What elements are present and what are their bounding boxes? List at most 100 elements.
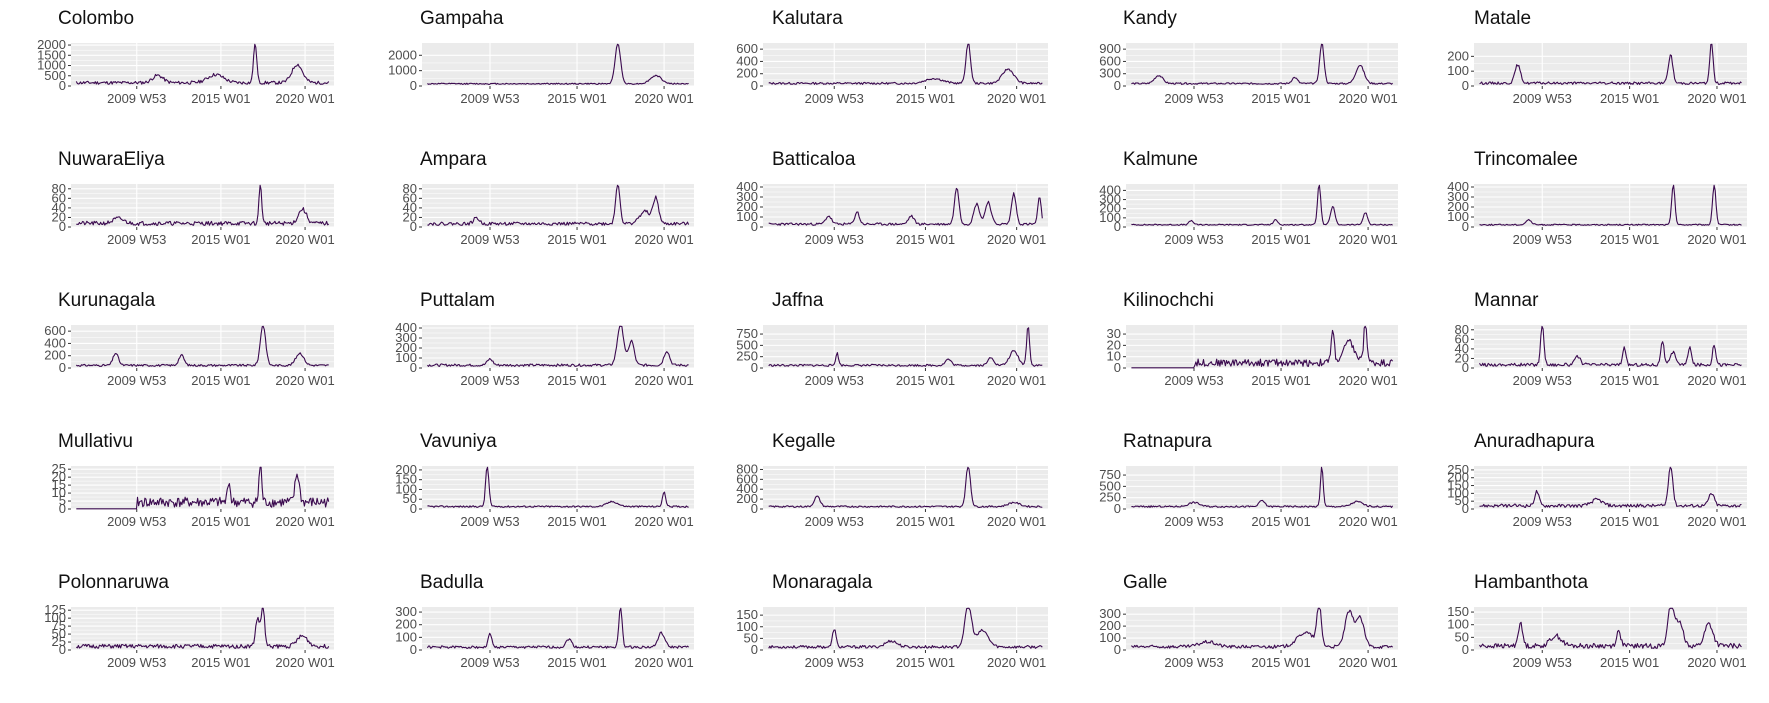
y-tick-label: 0 (410, 219, 417, 234)
plot-background (763, 607, 1048, 650)
series-line (427, 466, 689, 508)
x-tick-label: 2015 W01 (547, 514, 606, 529)
y-tick-label: 250 (1447, 462, 1469, 477)
y-tick-label: 200 (395, 340, 417, 355)
series-line (768, 327, 1043, 367)
x-tick-label: 2020 W01 (1338, 655, 1397, 670)
y-tick-label: 0 (59, 219, 66, 234)
series-line (768, 43, 1043, 85)
y-tick-label: 20 (52, 469, 66, 484)
chart-title: Trincomalee (1474, 149, 1578, 170)
y-tick-label: 500 (1099, 478, 1121, 493)
y-tick-label: 200 (1447, 48, 1469, 63)
x-tick-label: 2020 W01 (1687, 514, 1746, 529)
y-tick-label: 0 (1114, 501, 1121, 516)
x-tick-label: 2009 W53 (1164, 232, 1223, 247)
x-tick-label: 2009 W53 (1164, 514, 1223, 529)
chart-title: Mullativu (58, 431, 133, 452)
y-tick-label: 400 (1099, 182, 1121, 197)
y-tick-label: 0 (410, 501, 417, 516)
chart-panel-vavuniya: Vavuniya 0 50 100 150 200 2009 W53 2015 W01 2020… (353, 423, 706, 562)
y-tick-label: 300 (1099, 606, 1121, 621)
plot-background (1474, 43, 1747, 86)
chart-title: Matale (1474, 8, 1532, 29)
chart-title: Vavuniya (420, 431, 497, 452)
y-tick-label: 200 (736, 66, 758, 81)
series-line (1479, 607, 1742, 649)
y-tick-label: 100 (44, 610, 66, 625)
chart-title: Galle (1123, 572, 1168, 593)
series-line (1131, 184, 1393, 226)
series-line (1131, 43, 1393, 85)
y-tick-label: 500 (44, 68, 66, 83)
chart-panel-kandy: Kandy 0 300 600 900 2009 W53 2015 W01 2020 W01 (1059, 0, 1412, 139)
chart-panel-kilinochchi: Kilinochchi 0 10 20 30 2009 W53 2015 W01 2020 W… (1059, 282, 1412, 421)
x-tick-label: 2020 W01 (987, 91, 1046, 106)
x-tick-label: 2009 W53 (1164, 373, 1223, 388)
plot-background (1126, 607, 1398, 650)
x-tick-label: 2020 W01 (634, 91, 693, 106)
series-line (75, 325, 329, 367)
y-tick-label: 80 (403, 181, 417, 196)
plot-background (763, 184, 1048, 227)
y-tick-label: 50 (52, 626, 66, 641)
x-tick-label: 2015 W01 (1600, 232, 1659, 247)
y-tick-label: 40 (1455, 341, 1469, 356)
x-tick-label: 2015 W01 (547, 91, 606, 106)
x-tick-label: 2009 W53 (1513, 514, 1572, 529)
chart-title: Ratnapura (1123, 431, 1212, 452)
y-tick-label: 600 (1099, 53, 1121, 68)
series-line (1479, 184, 1742, 226)
y-tick-label: 125 (44, 602, 66, 617)
chart-title: Ampara (420, 149, 487, 170)
series-line (768, 466, 1043, 508)
plot-background (1474, 184, 1747, 227)
y-tick-label: 25 (52, 634, 66, 649)
y-tick-label: 60 (403, 190, 417, 205)
x-tick-label: 2015 W01 (1600, 373, 1659, 388)
x-tick-label: 2015 W01 (191, 232, 250, 247)
x-tick-label: 2020 W01 (634, 373, 693, 388)
x-tick-label: 2009 W53 (107, 373, 166, 388)
x-tick-label: 2015 W01 (896, 655, 955, 670)
chart-panel-monaragala: Monaragala 0 50 100 150 2009 W53 2015 W01 2020 … (706, 564, 1059, 703)
chart-panel-mannar: Mannar 0 20 40 60 80 2009 W53 2015 W01 2020 W01 (1412, 282, 1765, 421)
x-tick-label: 2015 W01 (896, 232, 955, 247)
x-tick-label: 2020 W01 (1687, 232, 1746, 247)
chart-panel-jaffna: Jaffna 0 250 500 750 2009 W53 2015 W01 2020 W01 (706, 282, 1059, 421)
y-tick-label: 100 (1099, 630, 1121, 645)
series-line (426, 325, 689, 367)
chart-panel-hambanthota: Hambanthota 0 50 100 150 2009 W53 2015 W01 2020… (1412, 564, 1765, 703)
y-tick-label: 300 (395, 330, 417, 345)
series-line (426, 607, 689, 649)
series-line (427, 43, 689, 85)
x-tick-label: 2009 W53 (1513, 232, 1572, 247)
plot-background (1126, 466, 1398, 509)
chart-panel-ampara: Ampara 0 20 40 60 80 2009 W53 2015 W01 2020 W01 (353, 141, 706, 280)
y-tick-label: 0 (751, 642, 758, 657)
y-tick-label: 0 (1114, 78, 1121, 93)
x-tick-label: 2020 W01 (275, 373, 334, 388)
y-tick-label: 0 (1462, 360, 1469, 375)
x-tick-label: 2009 W53 (1513, 655, 1572, 670)
y-tick-label: 25 (52, 461, 66, 476)
y-tick-label: 500 (736, 337, 758, 352)
x-tick-label: 2009 W53 (460, 373, 519, 388)
x-tick-label: 2015 W01 (547, 373, 606, 388)
y-tick-label: 100 (1447, 485, 1469, 500)
y-tick-label: 900 (1099, 41, 1121, 56)
x-tick-label: 2020 W01 (275, 514, 334, 529)
chart-panel-kalmune: Kalmune 0 100 200 300 400 2009 W53 2015 W01 2020… (1059, 141, 1412, 280)
y-tick-label: 400 (44, 335, 66, 350)
y-tick-label: 100 (1447, 209, 1469, 224)
y-tick-label: 40 (403, 200, 417, 215)
chart-panel-galle: Galle 0 100 200 300 2009 W53 2015 W01 2020 W01 (1059, 564, 1412, 703)
plot-background (71, 43, 334, 86)
x-tick-label: 2020 W01 (1338, 232, 1397, 247)
y-tick-label: 0 (751, 360, 758, 375)
chart-panel-trincomalee: Trincomalee 0 100 200 300 400 2009 W53 2015 W01… (1412, 141, 1765, 280)
